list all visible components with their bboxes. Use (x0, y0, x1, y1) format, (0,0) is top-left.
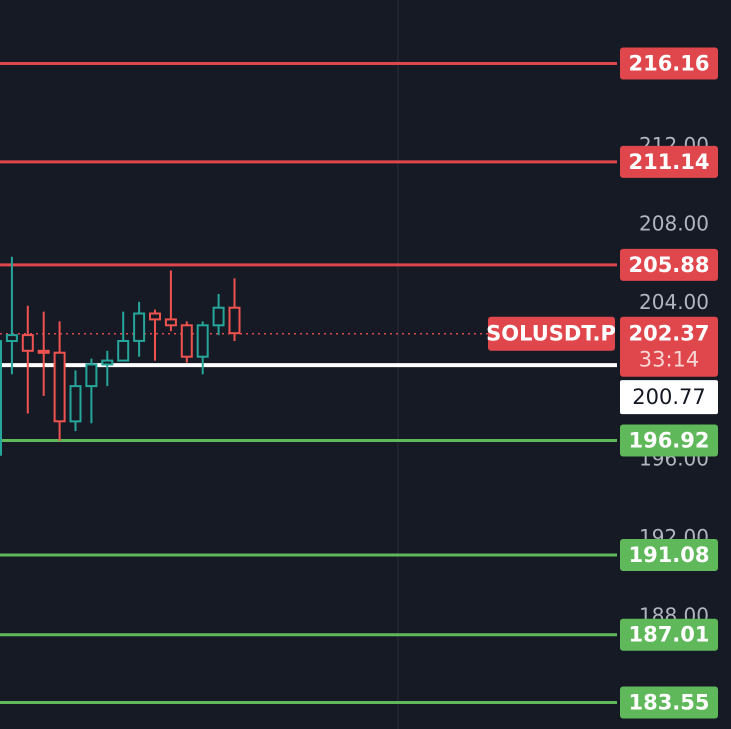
symbol-label: SOLUSDT.P (486, 322, 616, 346)
candle[interactable] (228, 278, 241, 341)
candle-body (133, 312, 146, 342)
candle-body (149, 312, 161, 321)
resistance-badge-label: 216.16 (628, 52, 709, 76)
candle[interactable] (53, 321, 66, 441)
candle-body (228, 306, 241, 335)
candle[interactable] (21, 305, 34, 414)
candle[interactable] (101, 350, 114, 387)
candle[interactable] (149, 309, 161, 361)
resistance-badge-label: 211.14 (628, 150, 709, 174)
support-badge: 191.08 (620, 539, 718, 571)
candle-body (69, 385, 82, 423)
resistance-badge-label: 205.88 (628, 253, 709, 277)
last-price-badge: 202.37 33:14 (620, 316, 718, 377)
candle-body (164, 318, 177, 327)
candle-body (212, 306, 225, 327)
marker-price-label: 200.77 (632, 385, 705, 409)
candle-body (85, 363, 98, 388)
candle[interactable] (69, 370, 82, 432)
support-badge: 187.01 (620, 618, 718, 651)
candle[interactable] (133, 301, 146, 357)
countdown-label: 33:14 (639, 348, 700, 372)
support-badge-label: 196.92 (628, 429, 709, 453)
candle[interactable] (37, 311, 50, 396)
resistance-badge: 205.88 (620, 248, 718, 281)
candle-body (101, 359, 114, 366)
candle-body (180, 324, 193, 358)
resistance-badge: 216.16 (620, 47, 718, 80)
price-badges: 216.16 211.14 205.88 196.92 191.08 187.0… (486, 47, 718, 719)
candle[interactable] (196, 321, 209, 375)
candle-body (21, 334, 34, 352)
candle[interactable] (5, 256, 18, 375)
candle[interactable] (85, 358, 98, 424)
candle[interactable] (164, 270, 177, 332)
marker-badge: 200.77 (620, 380, 718, 415)
candle[interactable] (117, 311, 130, 362)
last-price-label: 202.37 (628, 322, 709, 346)
candle-body (5, 334, 18, 343)
support-badge-label: 187.01 (628, 623, 709, 647)
support-badge: 183.55 (620, 686, 718, 719)
candle-body (117, 340, 130, 362)
candles[interactable] (0, 256, 241, 459)
candle-body (196, 324, 209, 358)
tick-label: 208.00 (639, 211, 709, 235)
candle-body (53, 351, 66, 423)
symbol-badge[interactable]: SOLUSDT.P (486, 316, 616, 351)
support-badge: 196.92 (620, 424, 718, 457)
tick-label: 204.00 (639, 290, 709, 314)
candle-body (0, 340, 2, 456)
candle[interactable] (212, 294, 225, 336)
candle[interactable] (180, 321, 193, 363)
support-badge-label: 183.55 (628, 691, 709, 715)
support-badge-label: 191.08 (628, 543, 709, 567)
candle-body (37, 349, 50, 354)
candle[interactable] (0, 331, 2, 458)
resistance-badge: 211.14 (620, 145, 718, 178)
